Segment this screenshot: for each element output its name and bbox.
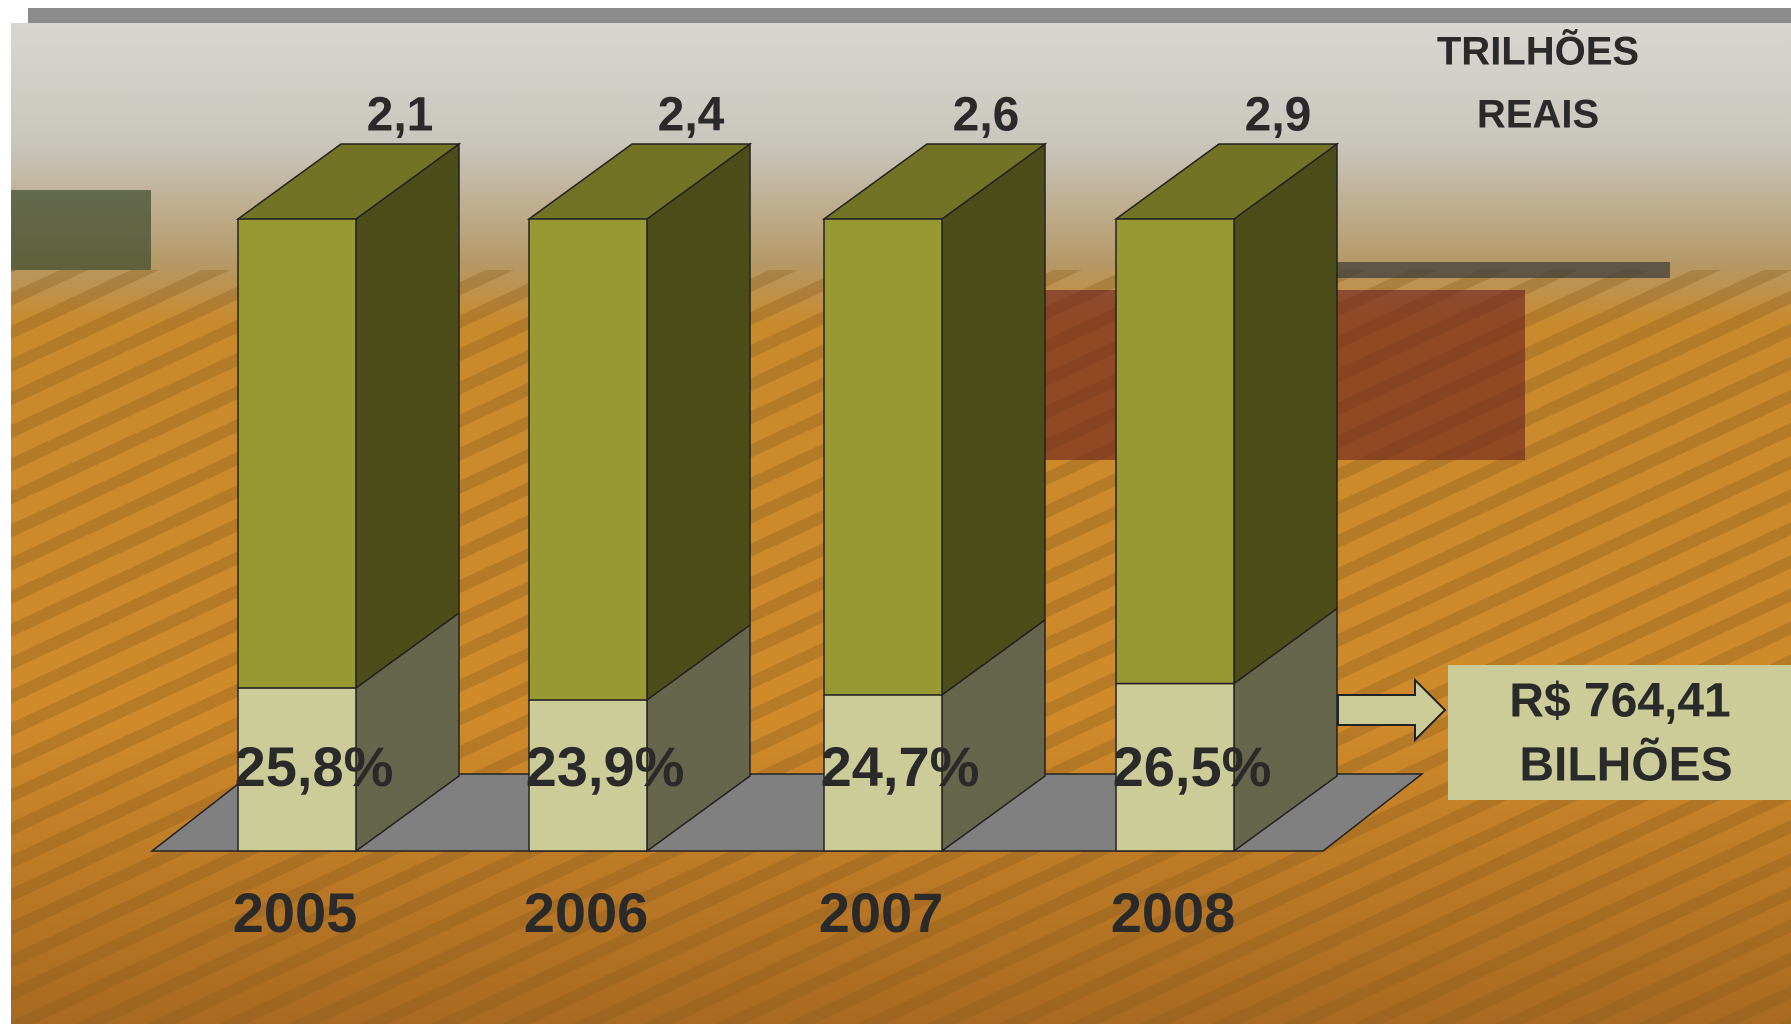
- segment-label: 24,7%: [821, 735, 980, 798]
- bar-segment: [237, 218, 357, 689]
- bar-segment: [237, 687, 357, 852]
- bar-segment: [528, 218, 648, 701]
- bar-side: [355, 142, 460, 690]
- x-tick-label: 2005: [233, 881, 358, 944]
- bar-segment: [1115, 218, 1235, 685]
- total-label: 2,4: [658, 89, 725, 142]
- unit-label: REAIS: [1477, 93, 1599, 137]
- total-label: 2,1: [367, 89, 434, 142]
- total-label: 2,9: [1245, 89, 1312, 142]
- segment-label: 25,8%: [235, 735, 394, 798]
- bar-segment: [1115, 682, 1235, 852]
- bar-segment: [823, 694, 943, 852]
- callout-text: BILHÕES: [1519, 737, 1732, 792]
- x-tick-label: 2006: [524, 881, 649, 944]
- total-label: 2,6: [953, 89, 1020, 142]
- bar-side: [1233, 142, 1338, 685]
- bar-side: [941, 142, 1046, 697]
- x-tick-label: 2007: [819, 881, 944, 944]
- segment-label: 23,9%: [526, 735, 685, 798]
- top-strip: [28, 8, 1791, 23]
- bar-side: [646, 142, 751, 702]
- callout-box: [1448, 665, 1791, 800]
- bar-segment: [528, 699, 648, 852]
- unit-label: TRILHÕES: [1437, 28, 1639, 74]
- x-tick-label: 2008: [1111, 881, 1236, 944]
- callout-text: R$ 764,41: [1509, 675, 1731, 728]
- segment-label: 26,5%: [1113, 735, 1272, 798]
- bar-segment: [823, 218, 943, 696]
- callout-arrow: [1337, 677, 1447, 743]
